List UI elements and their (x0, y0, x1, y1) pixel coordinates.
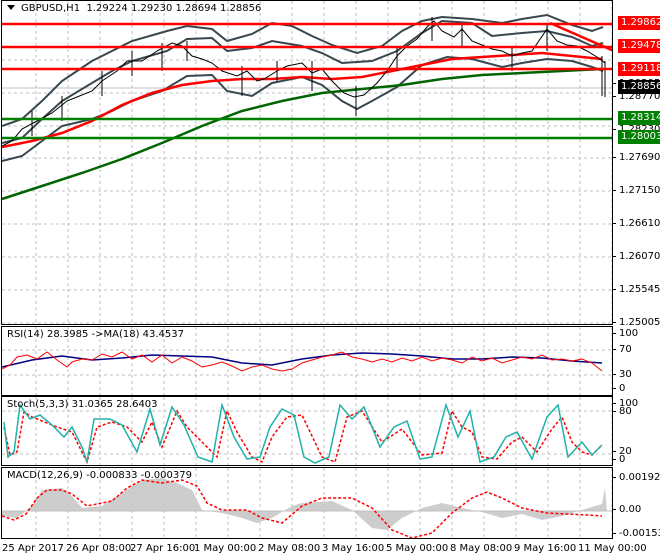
macd-tick: 0.001929 (613, 472, 660, 483)
dropdown-arrow-icon[interactable] (7, 5, 15, 10)
stochastic-panel[interactable]: Stoch(5,3,3) 31.0365 28.6403 (1, 396, 613, 466)
macd-tick: -0.001536 (612, 528, 660, 539)
level-tag-resistance: 1.29862 (618, 16, 660, 30)
price-tick: 1.25545 (612, 284, 660, 295)
price-tick: 1.26610 (612, 218, 660, 229)
time-label: 8 May 08:00 (450, 543, 513, 554)
price-tick: 1.26070 (612, 251, 660, 262)
rsi-axis: 100 70 30 0 (612, 326, 660, 396)
level-tag-support: 1.28314 (618, 111, 660, 125)
rsi-tick: 30 (613, 369, 632, 380)
time-label: 2 May 08:00 (258, 543, 321, 554)
time-label: 9 May 16:00 (514, 543, 577, 554)
rsi-tick: 70 (613, 344, 632, 355)
level-tag-support: 1.28003 (618, 130, 660, 144)
price-tick: 1.27690 (612, 152, 660, 163)
price-chart-panel[interactable]: GBPUSD,H1 1.29224 1.29230 1.28694 1.2885… (1, 0, 613, 325)
time-label: 27 Apr 16:00 (130, 543, 196, 554)
price-tick: 1.28230 (612, 124, 660, 135)
time-label: 1 May 00:00 (194, 543, 257, 554)
symbol-label: GBPUSD,H1 (21, 3, 81, 14)
time-label: 26 Apr 08:00 (66, 543, 132, 554)
stochastic-title: Stoch(5,3,3) 31.0365 28.6403 (7, 399, 158, 410)
stoch-tick: 20 (613, 446, 632, 457)
rsi-tick: 100 (612, 328, 639, 339)
stoch-axis: 100 80 20 0 (612, 396, 660, 466)
price-tick: 1.28770 (612, 91, 660, 102)
current-price-tag: 1.28856 (618, 80, 660, 94)
rsi-title: RSI(14) 28.3985 ->MA(18) 43.4537 (7, 329, 184, 340)
price-chart-canvas (2, 1, 612, 324)
stoch-tick: 0 (612, 454, 626, 465)
macd-axis: 0.001929 0.00 -0.001536 (612, 467, 660, 539)
stoch-canvas (2, 397, 612, 465)
ohlc-values: 1.29224 1.29230 1.28694 1.28856 (86, 3, 262, 14)
macd-canvas (2, 468, 612, 538)
level-tag-resistance: 1.29478 (618, 39, 660, 53)
price-tick: 1.25005 (612, 317, 660, 328)
stoch-tick: 80 (613, 406, 632, 417)
time-label: 3 May 16:00 (322, 543, 385, 554)
macd-title: MACD(12,26,9) -0.000833 -0.000379 (7, 470, 192, 481)
macd-panel[interactable]: MACD(12,26,9) -0.000833 -0.000379 (1, 467, 613, 539)
chart-symbol-header[interactable]: GBPUSD,H1 1.29224 1.29230 1.28694 1.2885… (7, 3, 261, 14)
rsi-canvas (2, 327, 612, 395)
time-label: 25 Apr 2017 (2, 543, 64, 554)
level-tag-resistance: 1.29118 (618, 62, 660, 76)
price-tick: 1.27150 (612, 185, 660, 196)
time-label: 11 May 00:00 (578, 543, 647, 554)
time-label: 5 May 00:00 (386, 543, 449, 554)
price-axis[interactable]: 1.29295 1.28770 1.28230 1.27690 1.27150 … (612, 0, 660, 328)
rsi-panel[interactable]: RSI(14) 28.3985 ->MA(18) 43.4537 (1, 326, 613, 396)
stoch-tick: 100 (612, 398, 639, 409)
rsi-tick: 0 (612, 383, 626, 394)
macd-tick: 0.00 (612, 504, 642, 515)
